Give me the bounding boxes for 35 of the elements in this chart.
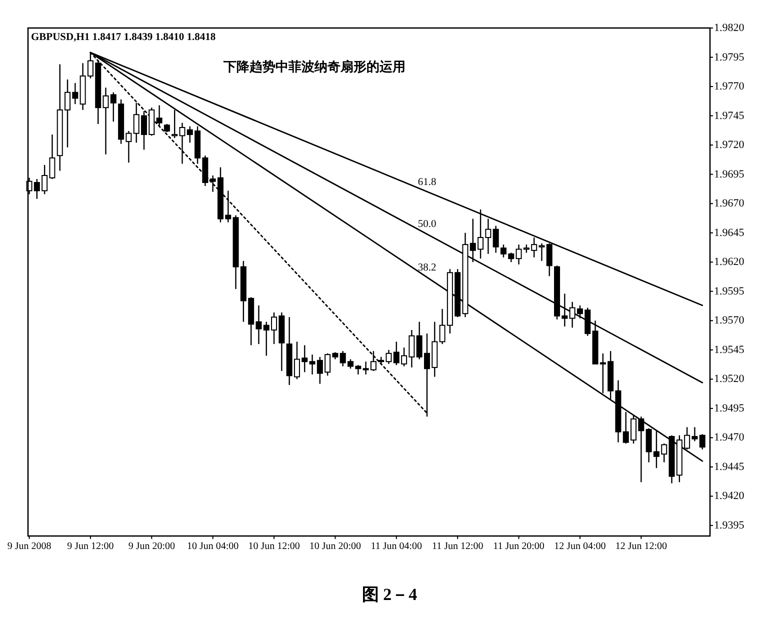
y-tick-label: 1.9470 [714,432,745,444]
y-tick-label: 1.9570 [714,314,745,327]
x-tick-label: 10 Jun 20:00 [309,541,362,552]
annotation: 50.0 [418,219,436,230]
y-tick-label: 1.9495 [714,402,745,414]
y-tick-label: 1.9420 [714,490,745,502]
y-tick-label: 1.9595 [714,285,745,298]
y-tick-label: 1.9720 [714,139,745,152]
y-tick-label: 1.9820 [714,22,745,34]
x-tick-label: 11 Jun 04:00 [370,541,422,552]
y-tick-label: 1.9645 [714,226,745,239]
x-tick-label: 10 Jun 04:00 [187,541,239,552]
x-tick-label: 9 Jun 2008 [7,541,52,552]
text: 下降趋势中菲波纳奇扇形的运用 [222,59,406,74]
x-tick-label: 11 Jun 20:00 [493,541,544,552]
x-tick-label: 10 Jun 12:00 [248,541,300,552]
annotation: 61.8 [418,176,436,188]
caption: 图 2－4 [362,585,418,604]
y-tick-label: 1.9670 [714,198,745,210]
y-tick-label: 1.9770 [714,80,745,93]
annotation: 38.2 [418,262,436,274]
x-tick-label: 9 Jun 20:00 [128,541,175,552]
y-tick-label: 1.9520 [714,373,745,386]
x-tick-label: 12 Jun 12:00 [615,541,667,552]
y-tick-label: 1.9695 [714,168,745,180]
x-tick-label: 12 Jun 04:00 [554,541,606,552]
y-tick-label: 1.9545 [714,344,745,356]
y-tick-label: 1.9795 [714,51,745,64]
chart-subtitle: GBPUSD,H1 1.8417 1.8439 1.8410 1.8418 [31,32,216,43]
x-tick-label: 9 Jun 12:00 [67,541,114,552]
y-tick-label: 1.9395 [714,519,745,532]
y-tick-label: 1.9745 [714,110,745,122]
y-tick-label: 1.9445 [714,460,745,473]
y-tick-label: 1.9620 [714,256,745,268]
x-tick-label: 11 Jun 12:00 [432,541,484,552]
